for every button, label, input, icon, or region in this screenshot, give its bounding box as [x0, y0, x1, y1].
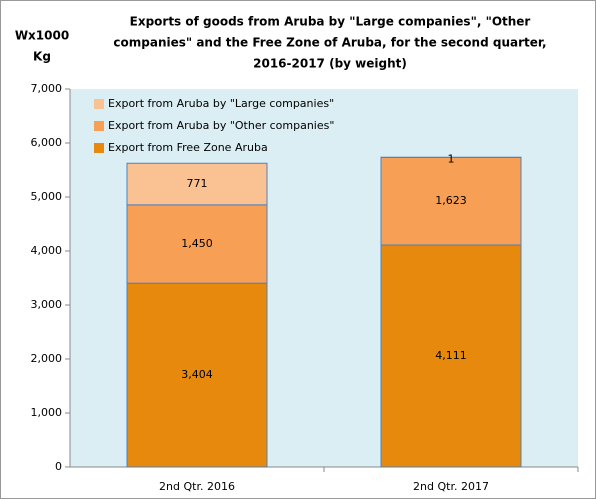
- y-tick-label: 2,000: [31, 352, 63, 365]
- data-label: 4,111: [435, 349, 467, 362]
- data-label: 1,450: [181, 237, 213, 250]
- bar-segment: [126, 282, 268, 468]
- y-tick-label: 3,000: [31, 298, 63, 311]
- y-tick-label: 6,000: [31, 136, 63, 149]
- bar-segment: [126, 204, 268, 284]
- legend-label: Export from Aruba by "Other companies": [108, 119, 334, 132]
- legend-label: Export from Aruba by "Large companies": [108, 97, 334, 110]
- y-tick-label: 7,000: [31, 82, 63, 95]
- data-label: 3,404: [181, 368, 213, 381]
- chart-title: Exports of goods from Aruba by "Large co…: [130, 15, 531, 29]
- y-axis-label: Kg: [33, 50, 51, 64]
- y-axis-label: Wx1000: [15, 29, 69, 43]
- legend-swatch: [94, 143, 104, 153]
- legend-label: Export from Free Zone Aruba: [108, 141, 268, 154]
- y-tick-label: 0: [55, 460, 62, 473]
- bar-segment: [126, 162, 268, 206]
- y-tick-label: 1,000: [31, 406, 63, 419]
- data-label: 1,623: [435, 194, 467, 207]
- bar-segment: [380, 244, 522, 468]
- chart-title: companies" and the Free Zone of Aruba, f…: [113, 36, 546, 50]
- x-tick-label: 2nd Qtr. 2017: [413, 480, 489, 493]
- chart-title: 2016-2017 (by weight): [253, 57, 407, 71]
- x-tick-label: 2nd Qtr. 2016: [159, 480, 235, 493]
- y-tick-label: 4,000: [31, 244, 63, 257]
- data-label: 771: [187, 177, 208, 190]
- legend-swatch: [94, 121, 104, 131]
- legend-swatch: [94, 99, 104, 109]
- data-label: 1: [448, 152, 455, 165]
- bar-segment: [380, 156, 522, 246]
- y-tick-label: 5,000: [31, 190, 63, 203]
